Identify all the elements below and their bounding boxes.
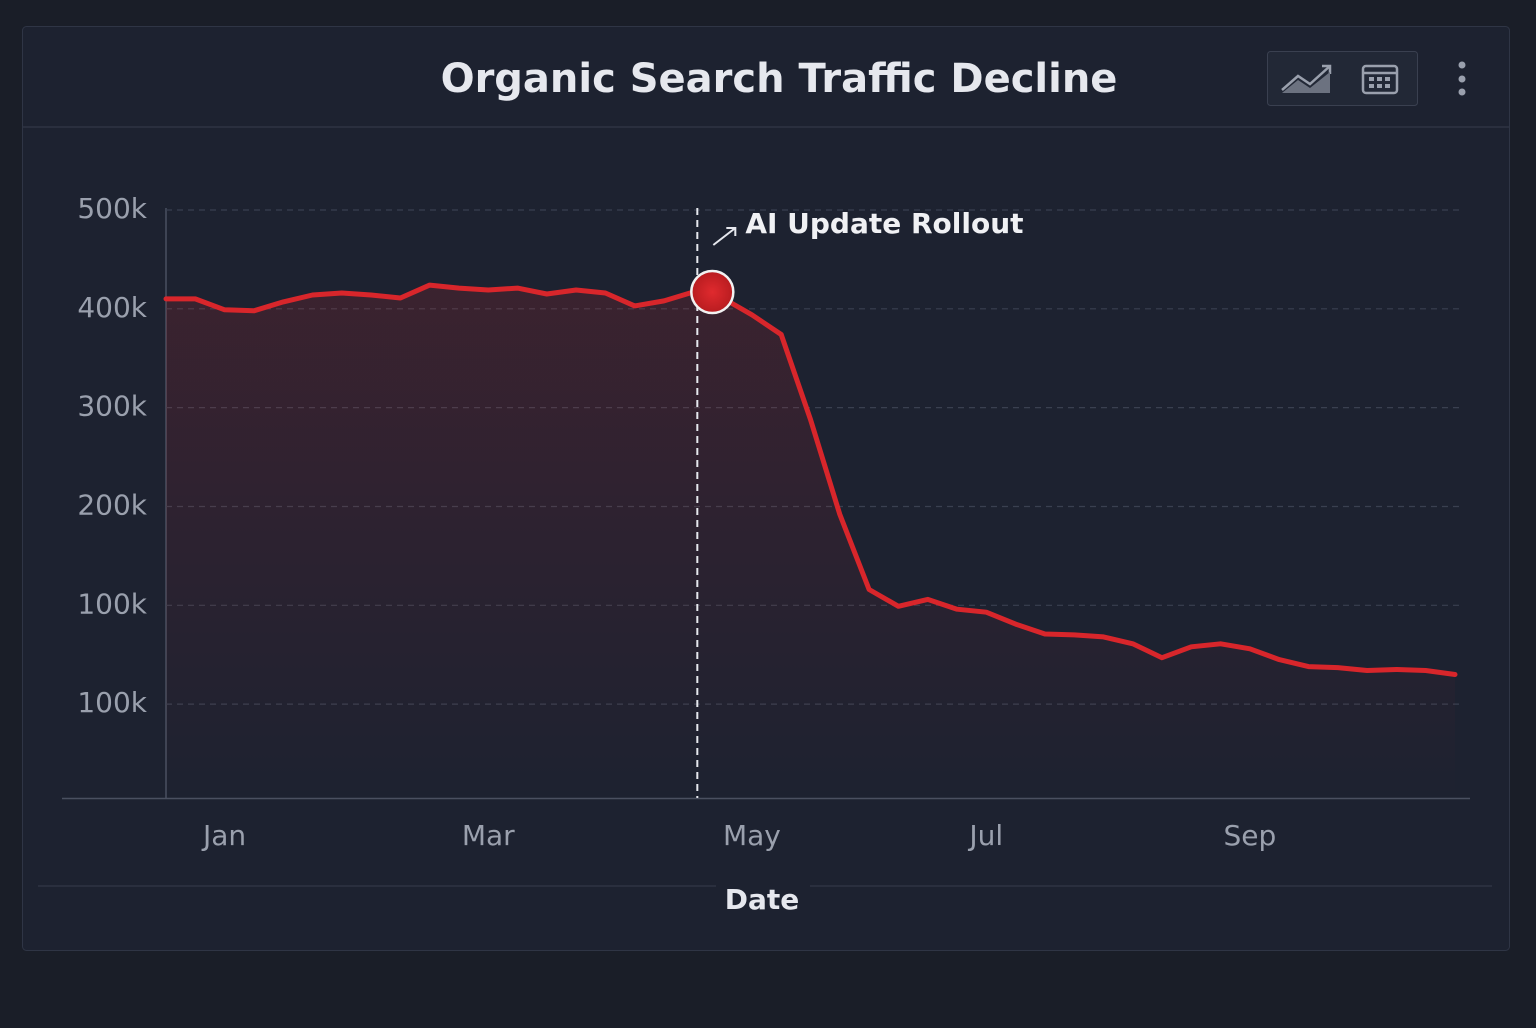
annotation-arrow [712, 227, 737, 246]
toolbar [1267, 51, 1466, 106]
x-axis-label: Date [725, 883, 800, 916]
line [163, 282, 1458, 677]
x-tick-label: Jul [967, 819, 1003, 852]
line-chart-button[interactable] [1281, 64, 1332, 93]
x-tick-label: Mar [462, 819, 515, 852]
annotation-label: AI Update Rollout [745, 207, 1023, 240]
x-tick-label: Jan [201, 819, 246, 852]
area [166, 285, 1455, 799]
x-tick-label: May [723, 819, 781, 852]
y-tick-label: 200k [77, 488, 147, 521]
more-menu-button[interactable] [1458, 61, 1466, 96]
highlight-point [690, 269, 735, 315]
y-tick-label: 400k [77, 291, 147, 324]
plot: 500k 400k 300k 200k 100k 100k Jan Mar May Jul Sep A… [77, 192, 1462, 852]
toolbar-group [1267, 51, 1418, 106]
x-tick-label: Sep [1224, 819, 1277, 852]
calendar-button[interactable] [1361, 64, 1399, 95]
chart-title: Organic Search Traffic Decline [441, 56, 1118, 102]
y-tick-label: 500k [77, 192, 147, 225]
y-tick-label: 100k [77, 587, 147, 620]
y-tick-label: 300k [77, 390, 147, 423]
y-tick-label: 100k [77, 686, 147, 719]
